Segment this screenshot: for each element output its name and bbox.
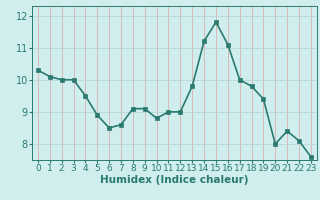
X-axis label: Humidex (Indice chaleur): Humidex (Indice chaleur) bbox=[100, 175, 249, 185]
